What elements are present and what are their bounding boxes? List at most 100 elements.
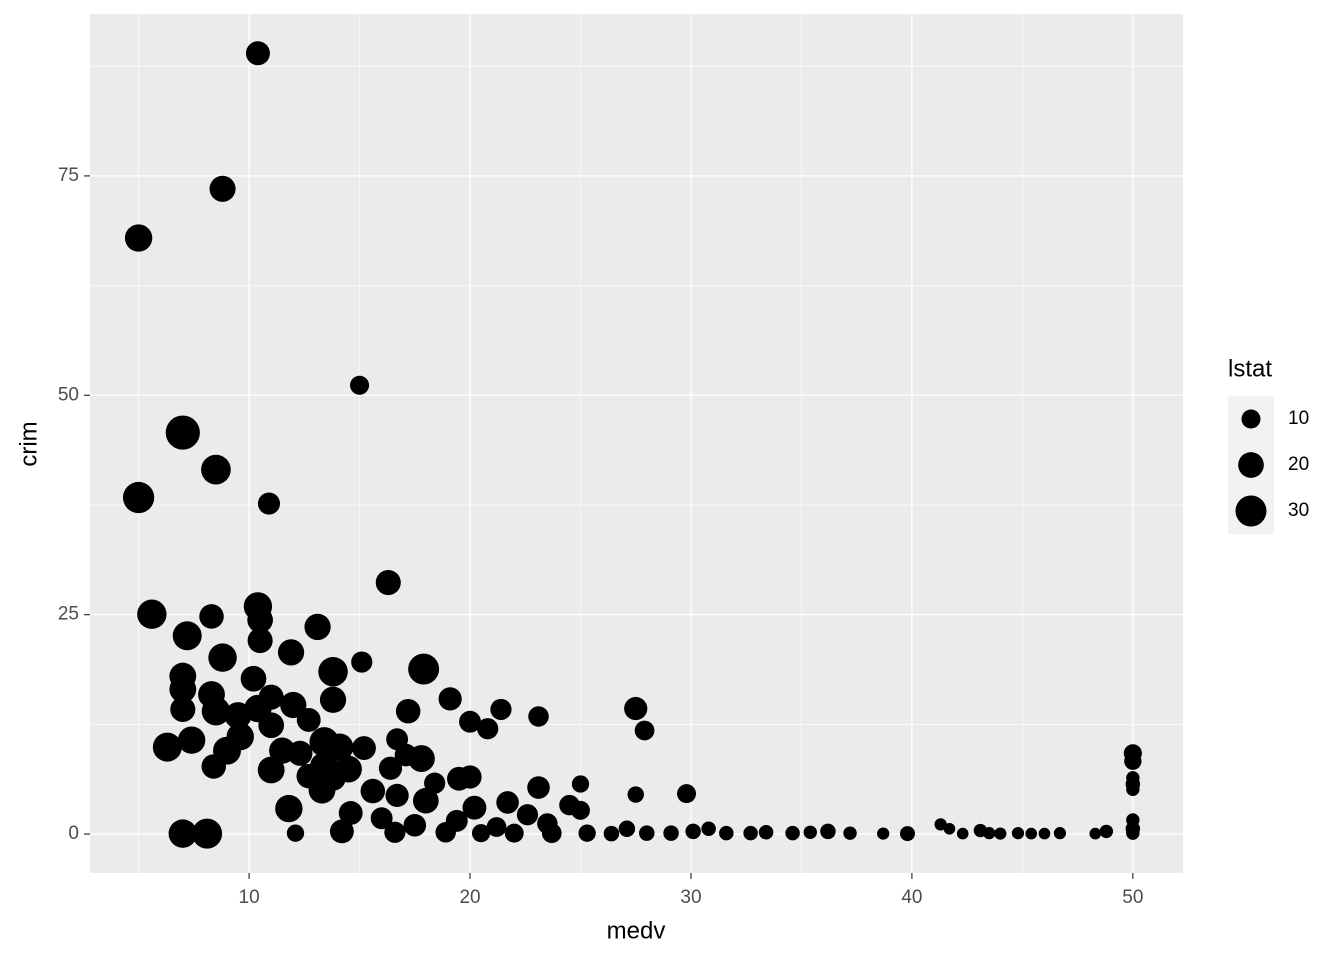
point: [618, 820, 636, 837]
point: [277, 639, 305, 666]
point: [169, 675, 197, 703]
point: [571, 775, 590, 793]
point: [408, 653, 440, 685]
point: [435, 822, 456, 843]
point: [394, 743, 418, 767]
y-tick-label: 25: [58, 604, 79, 625]
point: [329, 819, 354, 844]
point: [486, 817, 507, 837]
point: [318, 656, 348, 687]
legend-label: 30: [1288, 500, 1309, 521]
point: [1089, 827, 1102, 840]
point: [378, 756, 403, 780]
point: [350, 375, 370, 395]
x-tick-label: 10: [239, 887, 260, 908]
point: [165, 415, 200, 450]
point: [634, 720, 655, 741]
panel: [90, 14, 1183, 873]
x-tick-label: 20: [459, 887, 480, 908]
point: [351, 651, 373, 673]
x-tick-label: 30: [680, 887, 701, 908]
point: [1053, 827, 1067, 840]
y-axis-title: crim: [15, 421, 42, 466]
point: [663, 825, 679, 841]
point: [384, 821, 406, 843]
point: [308, 776, 336, 804]
y-tick-label: 75: [58, 165, 79, 186]
x-tick-label: 50: [1122, 887, 1143, 908]
point: [245, 41, 270, 66]
point: [1126, 826, 1140, 840]
point: [152, 732, 182, 762]
point: [1011, 827, 1025, 840]
point: [240, 665, 267, 692]
point: [122, 481, 155, 514]
point: [280, 691, 307, 719]
point: [527, 776, 550, 799]
x-tick-label: 40: [901, 887, 922, 908]
point: [994, 827, 1007, 840]
point: [934, 818, 947, 831]
point: [458, 765, 482, 789]
point: [438, 687, 462, 711]
point: [257, 492, 281, 515]
point: [296, 708, 321, 732]
point: [843, 826, 857, 840]
point: [743, 825, 758, 841]
point: [877, 827, 890, 840]
point: [209, 175, 236, 202]
point: [1038, 827, 1051, 840]
point: [624, 696, 648, 721]
point: [603, 825, 620, 842]
y-tick-label: 50: [58, 384, 79, 405]
point: [177, 726, 206, 754]
y-tick-label: 0: [68, 823, 79, 844]
point: [462, 795, 487, 820]
point: [201, 696, 231, 726]
point: [490, 698, 512, 721]
point: [899, 826, 915, 842]
point: [224, 702, 252, 729]
point: [375, 569, 401, 596]
legend-key: [1241, 409, 1261, 429]
point: [504, 823, 524, 843]
point: [1025, 827, 1038, 840]
point: [496, 791, 519, 814]
point: [325, 733, 354, 761]
point: [258, 712, 285, 739]
point: [192, 818, 223, 849]
legend-label: 10: [1288, 408, 1309, 429]
point: [137, 599, 167, 629]
point: [785, 825, 800, 841]
x-axis-title: medv: [607, 917, 666, 944]
point: [352, 736, 376, 760]
legend-title: lstat: [1228, 355, 1272, 382]
point: [172, 621, 202, 651]
point: [943, 822, 956, 835]
point: [677, 784, 697, 804]
point: [370, 807, 393, 830]
legend-key: [1238, 452, 1264, 478]
legend-key: [1235, 495, 1267, 527]
legend-label: 20: [1288, 454, 1309, 475]
point: [360, 778, 386, 804]
point: [459, 710, 481, 733]
point: [395, 698, 421, 724]
point: [201, 754, 226, 779]
point: [304, 613, 331, 641]
point: [247, 607, 273, 633]
point: [247, 627, 273, 654]
point: [257, 756, 285, 784]
point: [319, 686, 347, 713]
point: [1099, 824, 1114, 839]
point: [701, 821, 716, 837]
point: [956, 827, 969, 840]
point: [983, 827, 996, 840]
point: [627, 786, 644, 803]
point: [571, 800, 590, 820]
point: [201, 454, 231, 485]
point: [199, 604, 224, 629]
point: [719, 825, 734, 841]
point: [541, 823, 562, 844]
